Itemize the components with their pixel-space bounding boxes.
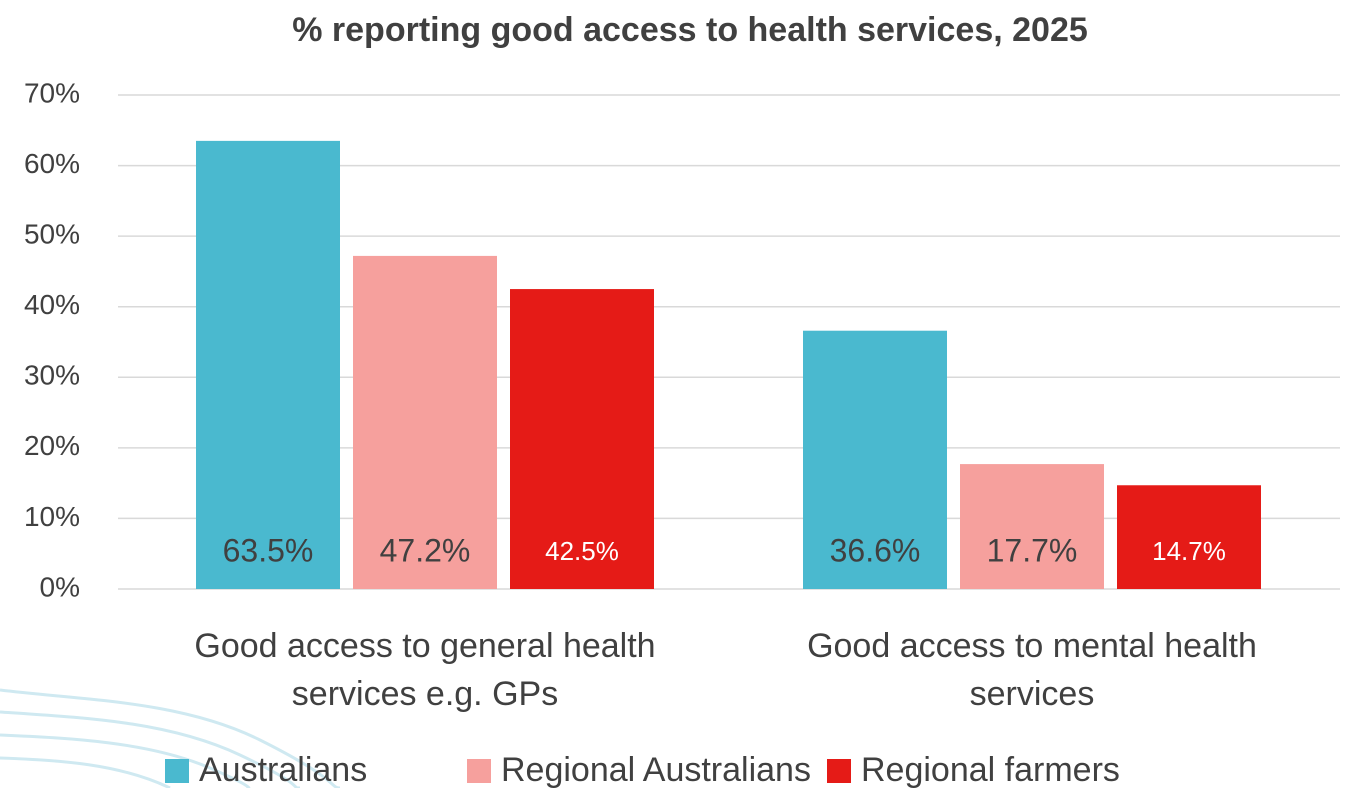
decoration (0, 688, 341, 788)
bar (960, 464, 1104, 589)
data-label: 63.5% (223, 532, 314, 568)
data-label: 36.6% (830, 532, 921, 568)
data-label: 17.7% (987, 532, 1078, 568)
legend-swatch (165, 759, 189, 783)
y-tick-label: 50% (24, 219, 80, 250)
y-tick-label: 20% (24, 430, 80, 461)
y-tick-label: 40% (24, 289, 80, 320)
legend-label: Regional farmers (861, 751, 1120, 788)
y-tick-label: 30% (24, 360, 80, 391)
bar (196, 140, 340, 589)
legend-swatch (827, 759, 851, 783)
chart-title: % reporting good access to health servic… (292, 11, 1088, 49)
legend-label: Australians (199, 751, 367, 788)
data-label: 14.7% (1152, 536, 1226, 566)
y-tick-label: 60% (24, 148, 80, 179)
data-label: 42.5% (545, 536, 619, 566)
y-tick-label: 10% (24, 501, 80, 532)
x-tick-label: Good access to general health services e… (194, 627, 656, 713)
legend-swatch (467, 759, 491, 783)
bar (803, 330, 947, 589)
bar (1117, 485, 1261, 589)
legend-label: Regional Australians (501, 751, 811, 788)
y-tick-label: 0% (40, 571, 80, 602)
y-tick-label: 70% (24, 77, 80, 108)
bar (510, 289, 654, 589)
x-tick-label: Good access to mental health services (807, 627, 1257, 713)
data-label: 47.2% (380, 532, 471, 568)
bar (353, 255, 497, 589)
